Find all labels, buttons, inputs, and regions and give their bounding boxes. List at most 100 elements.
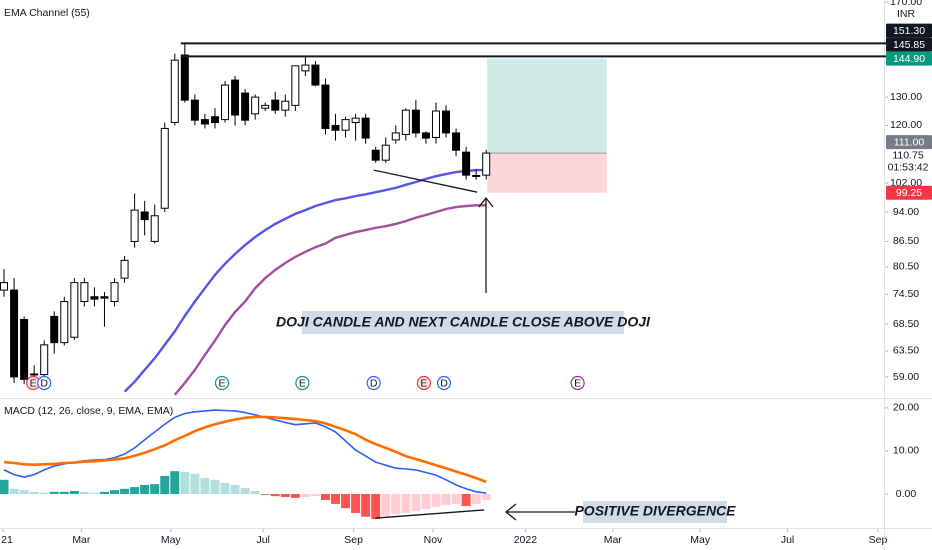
event-marker (37, 375, 52, 391)
histogram-bar (29, 491, 39, 494)
price-chip-label: 151.30 (893, 25, 925, 37)
histogram-bar (331, 493, 341, 504)
price-chip (886, 135, 932, 150)
y-tick-label: 94.00 (893, 206, 919, 218)
histogram-bar (290, 493, 300, 498)
histogram-bar (320, 493, 330, 501)
ema-line (123, 168, 487, 393)
histogram-bar (401, 493, 411, 513)
candle-body (301, 64, 310, 72)
up-arrow (478, 196, 494, 293)
event-marker (214, 375, 230, 391)
candle-body (241, 92, 250, 121)
candle-body (190, 99, 199, 121)
histogram-bar (190, 473, 200, 494)
event-marker (295, 375, 310, 391)
histogram-bar (411, 493, 421, 512)
event-label: D (40, 377, 48, 389)
candle-body (10, 289, 19, 378)
histogram-bar (39, 492, 49, 494)
y-tick-label: 20.00 (893, 402, 919, 414)
y-tick-label: 130.00 (890, 91, 922, 103)
candle-body (70, 282, 79, 338)
histogram-bar (471, 493, 481, 504)
macd-title: MACD (12, 26, close, 9, EMA, EMA) (4, 405, 173, 417)
histogram-bar (461, 493, 471, 507)
candle-body (231, 79, 240, 116)
x-tick-label: Sep (344, 534, 363, 546)
histogram-bar (0, 479, 9, 494)
candle-body (271, 99, 280, 111)
x-tick-label: Mar (604, 534, 623, 546)
countdown: 01:53:42 (888, 162, 929, 174)
y-tick-label: 120.00 (890, 119, 922, 131)
x-tick-label: Jul (256, 534, 269, 546)
histogram-bar (431, 493, 441, 507)
y-tick-label: 63.50 (893, 345, 919, 357)
price-chip-label: 144.90 (893, 53, 925, 65)
histogram-bar (481, 493, 491, 501)
target-zone (487, 58, 607, 154)
histogram-bar (150, 484, 160, 494)
histogram-bar (361, 493, 371, 517)
candle-body (431, 110, 440, 138)
x-tick-label: 21 (1, 534, 13, 546)
candle-body (371, 149, 380, 161)
histogram-bar (180, 472, 190, 494)
candle-body (110, 282, 119, 303)
price-chip (886, 51, 932, 66)
histogram-bar (250, 490, 260, 494)
candle-body (482, 152, 491, 176)
candle-body (200, 119, 209, 125)
annotation: POSITIVE DIVERGENCE (574, 503, 736, 519)
histogram-bar (69, 490, 79, 494)
event-label: E (299, 377, 306, 389)
candle-body (180, 54, 189, 101)
histogram-bar (49, 491, 59, 494)
event-label: D (370, 377, 378, 389)
candle-body (60, 301, 69, 344)
y-tick-label: 80.50 (893, 261, 919, 273)
event-marker (436, 375, 452, 391)
event-label: E (218, 377, 225, 389)
candle-body (341, 119, 350, 131)
candle-body (90, 296, 99, 300)
histogram-bar (341, 493, 351, 509)
candle-body (30, 373, 39, 376)
histogram-bar (240, 487, 250, 494)
candle-body (442, 110, 451, 134)
left-arrow (504, 503, 575, 521)
price-chip (886, 185, 932, 200)
candle-body (100, 296, 109, 299)
candle-body (261, 104, 270, 109)
price-chip-label: 145.85 (893, 39, 925, 51)
y-tick-label: 86.50 (893, 235, 919, 247)
trendline (375, 509, 485, 519)
candle-body (381, 144, 390, 161)
histogram-bar (421, 493, 431, 510)
histogram-bar (19, 490, 29, 494)
price-chip (886, 23, 932, 38)
x-tick-label: Jul (781, 534, 794, 546)
y-tick-label: 68.50 (893, 318, 919, 330)
candle-body (391, 132, 400, 141)
candle-body (150, 215, 159, 242)
annotation: DOJI CANDLE AND NEXT CANDLE CLOSE ABOVE … (276, 314, 651, 330)
price-chip-label: 111.00 (894, 136, 925, 148)
macd-line (3, 415, 487, 484)
candle-body (351, 117, 360, 124)
histogram-bar (300, 493, 310, 498)
annotation-box (583, 501, 727, 523)
annotation-box (302, 311, 624, 334)
y-tick-label: 10.00 (893, 445, 919, 457)
x-tick-label: May (690, 534, 711, 546)
candle-body (0, 282, 9, 291)
candle-body (251, 96, 260, 115)
candle-body (401, 109, 410, 135)
macd-pane (0, 409, 491, 519)
price-pane (0, 43, 607, 396)
histogram-bar (79, 491, 89, 494)
